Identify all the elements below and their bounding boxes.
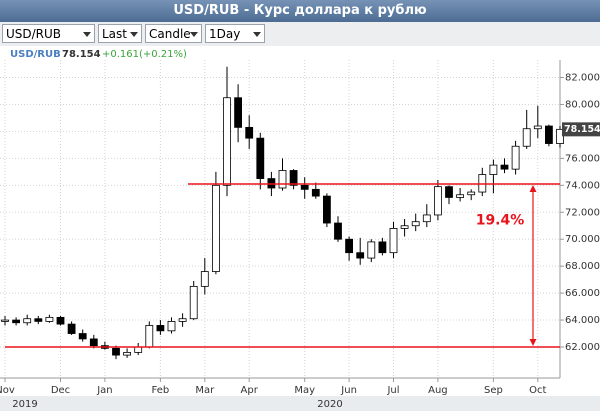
candle-body (556, 128, 564, 144)
interval-select[interactable]: 1Day (205, 24, 265, 43)
x-tick-label: Jun (340, 385, 357, 396)
candle-body (356, 252, 365, 259)
x-tick-label: Jul (386, 385, 399, 396)
candle-body (23, 318, 32, 324)
chart: USD/RUB 78.154 +0.161(+0.21%) 62.000 64.0… (0, 46, 600, 411)
candle-body (545, 125, 553, 144)
price-field-value: Last (102, 27, 127, 41)
window-title: USD/RUB - Курс доллара к рублю (0, 0, 600, 22)
candle-body (489, 164, 498, 175)
candle-body (245, 126, 254, 139)
y-tick-label: 68.000 (565, 261, 600, 272)
candle-body (156, 325, 165, 332)
candle-body (300, 184, 309, 190)
price-flag-label: 78.154 (564, 124, 600, 135)
candle-body (56, 316, 65, 325)
x-tick-label: Feb (152, 385, 170, 396)
candle-body (134, 346, 143, 353)
candle-body (367, 241, 376, 259)
candle-body (1, 319, 9, 322)
x-tick-label: Mar (195, 385, 215, 396)
x-tick-label: Oct (529, 385, 546, 396)
candle-body (378, 241, 387, 254)
candle-body (200, 271, 209, 287)
candle-body (189, 285, 198, 320)
candle-body (334, 222, 342, 240)
price-flag (562, 122, 600, 137)
candle-body (112, 347, 120, 356)
chart-style-value: Candle (149, 27, 191, 41)
candle-body (123, 351, 131, 356)
arrow-head (529, 184, 537, 192)
candle-body (345, 238, 354, 254)
y-tick-label: 66.000 (565, 288, 600, 299)
candle-body (445, 186, 453, 198)
candle-body (322, 195, 331, 224)
candle-body (533, 125, 542, 130)
candle-body (67, 323, 76, 334)
legend-change: +0.161(+0.21%) (102, 49, 187, 60)
price-field-select[interactable]: Last (98, 24, 142, 43)
y-tick-label: 64.000 (565, 315, 600, 326)
x-tick-label: Jan (96, 385, 112, 396)
y-tick-label: 70.000 (565, 234, 600, 245)
candle-body (145, 325, 154, 348)
annotation: 19.4% (476, 212, 525, 228)
x-tick-label: May (294, 385, 315, 396)
x-tick-label: Dec (51, 385, 70, 396)
candle-body (234, 97, 243, 128)
arrow-head (529, 339, 537, 347)
candle-body (411, 221, 420, 227)
candle-body (278, 170, 287, 189)
candle-body (45, 316, 54, 322)
legend-symbol: USD/RUB (10, 49, 61, 60)
candle-body (456, 194, 465, 198)
candle-body (422, 214, 431, 223)
symbol-value: USD/RUB (6, 27, 62, 41)
candle-body (522, 128, 531, 147)
candle-body (256, 137, 265, 179)
candle-body (223, 97, 231, 186)
x-tick-label: Sep (484, 385, 503, 396)
y-tick-label: 80.000 (565, 99, 600, 110)
year-label: 2020 (317, 399, 342, 410)
symbol-select[interactable]: USD/RUB (2, 24, 95, 43)
year-band (0, 396, 600, 411)
y-tick-label: 74.000 (565, 180, 600, 191)
candle-body (178, 318, 187, 322)
candle-body (34, 318, 43, 322)
year-label: 2019 (12, 399, 37, 410)
candle-body (433, 186, 442, 216)
candle-body (500, 164, 509, 170)
x-tick-label: Apr (241, 385, 259, 396)
chart-background (0, 46, 600, 411)
candle-body (78, 333, 87, 340)
y-tick-label: 82.000 (565, 73, 600, 84)
y-tick-label: 72.000 (565, 207, 600, 218)
y-tick-label: 62.000 (565, 342, 600, 353)
candle-body (389, 228, 398, 254)
candle-body (12, 319, 21, 324)
candle-body (167, 321, 176, 332)
candle-body (289, 170, 298, 186)
y-tick-label: 76.000 (565, 153, 600, 164)
x-tick-label: Nov (0, 385, 15, 396)
candle-body (211, 184, 220, 272)
legend-last: 78.154 (62, 49, 101, 60)
candle-body (511, 145, 520, 170)
interval-value: 1Day (209, 27, 241, 41)
candle-body (467, 191, 476, 196)
chart-style-select[interactable]: Candle (145, 24, 202, 43)
toolbar: USD/RUB Last Candle 1Day (0, 22, 600, 47)
candle-body (89, 338, 98, 347)
candle-body (400, 225, 409, 229)
candle-body (311, 188, 320, 197)
x-tick-label: Aug (428, 385, 448, 396)
